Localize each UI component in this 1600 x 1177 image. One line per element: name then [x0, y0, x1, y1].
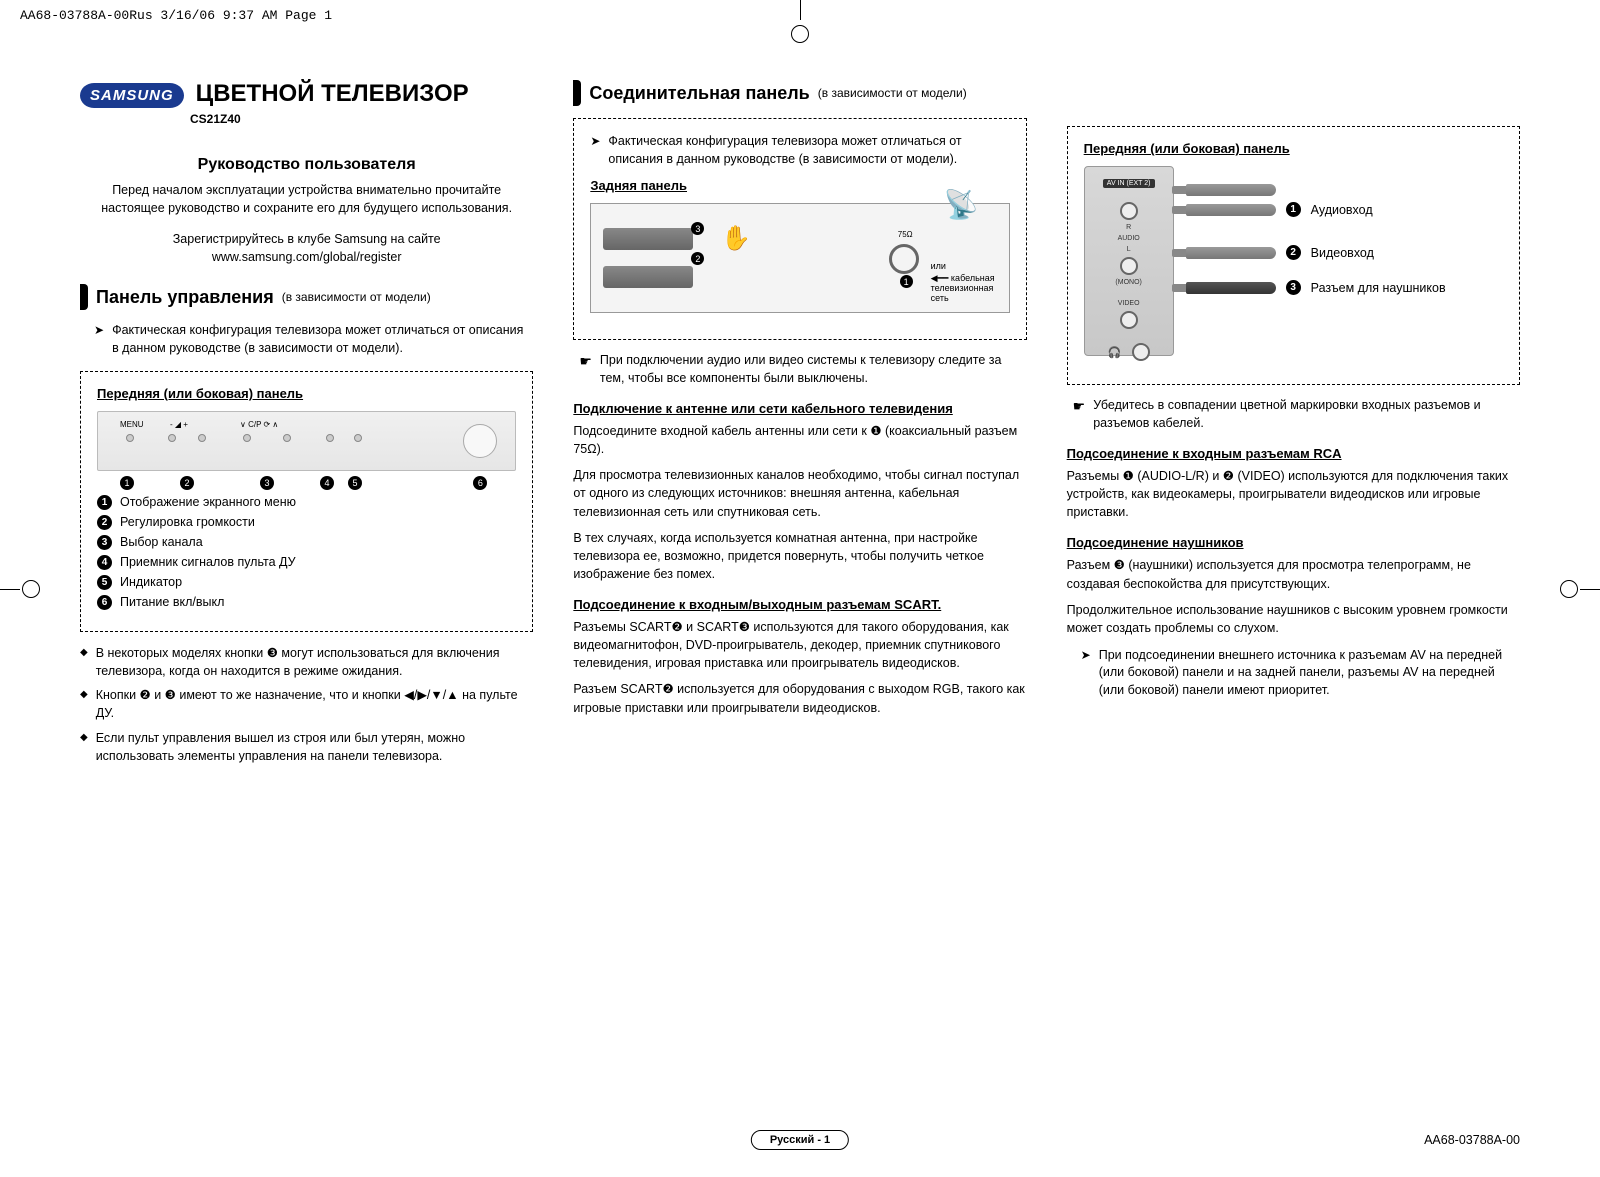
- rear-hand-note: При подключении аудио или видео системы …: [579, 352, 1026, 387]
- scart-p1: Разъемы SCART❷ и SCART❸ используются для…: [573, 618, 1026, 672]
- product-title: ЦВЕТНОЙ ТЕЛЕВИЗОР: [196, 80, 469, 108]
- section1-sub: (в зависимости от модели): [282, 290, 431, 304]
- audio-plug-icon: [1186, 184, 1276, 196]
- page-content: SAMSUNG ЦВЕТНОЙ ТЕЛЕВИЗОР CS21Z40 Руково…: [80, 80, 1520, 1117]
- manual-intro-2: Зарегистрируйтесь в клубе Samsung на сай…: [80, 231, 533, 266]
- column-3: Передняя (или боковая) панель AV IN (EXT…: [1067, 80, 1520, 1117]
- document-code: AA68-03788A-00: [1424, 1133, 1520, 1147]
- headphone-icon: 🎧: [1108, 346, 1122, 359]
- coax-icon: [889, 244, 919, 274]
- scart-1-icon: [603, 228, 693, 250]
- triangle-icon: [1081, 647, 1091, 700]
- section1-note: Фактическая конфигурация телевизора може…: [94, 322, 533, 357]
- rca-p: Разъемы ❶ (AUDIO-L/R) и ❷ (VIDEO) исполь…: [1067, 467, 1520, 521]
- fp-menu-label: MENU: [120, 420, 144, 429]
- page-number: Русский - 1: [751, 1130, 849, 1150]
- front-panel-notes: В некоторых моделях кнопки ❸ могут испол…: [80, 644, 533, 765]
- antenna-p1: Подсоедините входной кабель антенны или …: [573, 422, 1026, 458]
- column-1: SAMSUNG ЦВЕТНОЙ ТЕЛЕВИЗОР CS21Z40 Руково…: [80, 80, 533, 1117]
- column-2: Соединительная панель (в зависимости от …: [573, 80, 1026, 1117]
- headphone-jack-icon: [1132, 343, 1150, 361]
- front-panel-label: Передняя (или боковая) панель: [97, 386, 516, 401]
- scart-p2: Разъем SCART❷ используется для оборудова…: [573, 680, 1026, 716]
- section2-title: Соединительная панель: [589, 83, 809, 104]
- side-panel-label: Передняя (или боковая) панель: [1084, 141, 1503, 156]
- triangle-icon: [94, 322, 104, 357]
- rear-panel-illustration: 3 2 ✋ 75Ω 1 📡 или ◀━━ кабельная телевизи…: [590, 203, 1009, 313]
- section1-title: Панель управления: [96, 287, 274, 308]
- headphones-p2: Продолжительное использование наушников …: [1067, 601, 1520, 637]
- hand-icon: ✋: [721, 224, 751, 253]
- headphones-p1: Разъем ❸ (наушники) используется для про…: [1067, 556, 1520, 592]
- front-panel-illustration: MENU - ◢ + ∨ C/P ⟳ ∧ 1 2 3 4 5 6: [97, 411, 516, 471]
- crop-mark-right: [1560, 574, 1600, 604]
- video-plug-icon: [1186, 247, 1276, 259]
- antenna-p3: В тех случаях, когда используется комнат…: [573, 529, 1026, 583]
- brand-logo: SAMSUNG: [80, 83, 184, 108]
- audio-l-jack-icon: [1120, 257, 1138, 275]
- video-jack-icon: [1120, 311, 1138, 329]
- headphone-plug-icon: [1186, 282, 1276, 294]
- scart-heading: Подсоединение к входным/выходным разъема…: [573, 597, 1026, 612]
- rear-cable-note: или ◀━━ кабельная телевизионная сеть: [931, 262, 1001, 304]
- triangle-icon: [590, 133, 600, 168]
- crop-mark-left: [0, 574, 40, 604]
- section-control-panel-header: Панель управления (в зависимости от моде…: [80, 284, 533, 310]
- side-panel-box: Передняя (или боковая) панель AV IN (EXT…: [1067, 126, 1520, 385]
- model-number: CS21Z40: [190, 112, 533, 126]
- page-footer: Русский - 1 AA68-03788A-00: [80, 1133, 1520, 1147]
- crop-mark-top: [785, 0, 815, 40]
- print-header: AA68-03788A-00Rus 3/16/06 9:37 AM Page 1: [20, 8, 332, 23]
- scart-2-icon: [603, 266, 693, 288]
- section-connection-panel-header: Соединительная панель (в зависимости от …: [573, 80, 1026, 106]
- headphones-heading: Подсоединение наушников: [1067, 535, 1520, 550]
- audio-plug-icon: [1186, 204, 1276, 216]
- priority-note: При подсоединении внешнего источника к р…: [1081, 647, 1520, 700]
- antenna-icon: 📡: [944, 188, 979, 221]
- audio-r-jack-icon: [1120, 202, 1138, 220]
- section2-sub: (в зависимости от модели): [818, 86, 967, 100]
- antenna-heading: Подключение к антенне или сети кабельног…: [573, 401, 1026, 416]
- front-panel-box: Передняя (или боковая) панель MENU - ◢ +…: [80, 371, 533, 632]
- side-hand-note: Убедитесь в совпадении цветной маркировк…: [1073, 397, 1520, 432]
- side-panel-illustration: AV IN (EXT 2) R AUDIO L (MONO) VIDEO: [1084, 166, 1503, 356]
- manual-heading: Руководство пользователя: [80, 156, 533, 174]
- rca-heading: Подсоединение к входным разъемам RCA: [1067, 446, 1520, 461]
- antenna-p2: Для просмотра телевизионных каналов необ…: [573, 466, 1026, 520]
- rear-panel-box: Фактическая конфигурация телевизора може…: [573, 118, 1026, 340]
- front-panel-legend: 1Отображение экранного меню 2Регулировка…: [97, 495, 516, 610]
- manual-intro-1: Перед началом эксплуатации устройства вн…: [80, 182, 533, 217]
